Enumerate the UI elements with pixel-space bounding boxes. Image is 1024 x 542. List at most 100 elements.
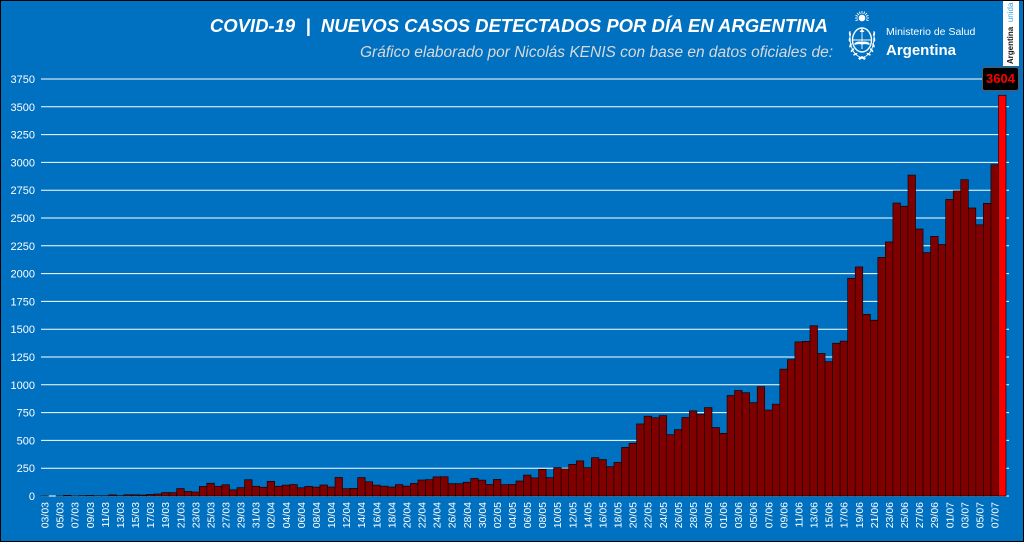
bar bbox=[85, 495, 95, 497]
badge-word-unida: unida bbox=[1006, 2, 1015, 23]
bar bbox=[877, 257, 886, 497]
x-tick-label: 18/04 bbox=[386, 502, 398, 528]
bar bbox=[462, 481, 472, 497]
bar bbox=[794, 341, 803, 497]
bar bbox=[749, 402, 758, 497]
x-tick-label: 20/04 bbox=[401, 502, 413, 528]
bar bbox=[990, 164, 999, 497]
x-tick-label: 07/06 bbox=[763, 502, 775, 528]
bar bbox=[658, 415, 668, 497]
y-tick-label: 3750 bbox=[11, 74, 35, 86]
bar bbox=[832, 342, 841, 497]
x-tick-label: 25/06 bbox=[899, 502, 911, 528]
x-axis-labels: 03/03 05/03 07/03 09/03 11/03 13/03 15/03 17/03… bbox=[40, 502, 1002, 528]
bar bbox=[455, 483, 464, 497]
bar bbox=[319, 484, 328, 497]
bar bbox=[598, 459, 607, 497]
bar bbox=[560, 468, 570, 497]
x-tick-label: 14/04 bbox=[356, 502, 368, 528]
x-tick-label: 28/05 bbox=[688, 502, 700, 528]
x-tick-label: 11/03 bbox=[100, 502, 112, 528]
bar bbox=[591, 457, 600, 497]
bar bbox=[885, 241, 894, 497]
bar bbox=[719, 432, 728, 497]
x-tick-label: 10/05 bbox=[552, 502, 564, 528]
bars bbox=[40, 94, 1007, 497]
bar bbox=[613, 462, 622, 497]
x-tick-label: 03/07 bbox=[959, 502, 971, 528]
bar bbox=[967, 207, 977, 497]
x-tick-label: 09/06 bbox=[778, 502, 790, 528]
bar bbox=[553, 467, 562, 497]
coat-of-arms-icon bbox=[848, 11, 876, 60]
bar bbox=[869, 319, 879, 497]
bar bbox=[575, 460, 585, 497]
bar bbox=[153, 493, 162, 497]
bar bbox=[410, 483, 419, 497]
bar bbox=[666, 434, 675, 497]
bar bbox=[123, 494, 132, 497]
x-tick-label: 07/03 bbox=[70, 502, 82, 528]
bar bbox=[839, 340, 848, 497]
bar bbox=[168, 492, 178, 497]
x-tick-label: 15/03 bbox=[130, 502, 142, 528]
bar bbox=[530, 477, 539, 497]
x-tick-label: 08/04 bbox=[311, 502, 323, 528]
bar bbox=[689, 410, 698, 497]
bar bbox=[485, 484, 494, 497]
y-tick-label: 750 bbox=[17, 408, 35, 420]
bar bbox=[402, 485, 411, 497]
badge-text: Argentina unida bbox=[1006, 3, 1016, 64]
y-tick-label: 2500 bbox=[11, 213, 35, 225]
bar bbox=[643, 415, 652, 497]
bar bbox=[817, 353, 826, 497]
bar bbox=[183, 491, 193, 497]
x-tick-label: 02/05 bbox=[492, 502, 504, 528]
y-tick-label: 2250 bbox=[11, 241, 35, 253]
x-tick-label: 26/05 bbox=[673, 502, 685, 528]
bar bbox=[756, 386, 766, 497]
bar bbox=[364, 481, 374, 497]
x-tick-label: 29/03 bbox=[236, 502, 248, 528]
bar bbox=[199, 486, 208, 497]
bar bbox=[432, 476, 441, 497]
bar bbox=[508, 484, 517, 497]
bar bbox=[470, 478, 479, 497]
gridlines bbox=[41, 78, 1009, 497]
bar bbox=[259, 486, 268, 497]
chart-subtitle: Gráfico elaborado por Nicolás KENIS con … bbox=[359, 44, 833, 61]
y-tick-label: 250 bbox=[17, 463, 35, 475]
x-tick-label: 13/06 bbox=[809, 502, 821, 528]
bar bbox=[952, 190, 962, 497]
x-tick-label: 31/03 bbox=[251, 502, 263, 528]
x-tick-label: 30/05 bbox=[703, 502, 715, 528]
bar bbox=[809, 325, 818, 497]
y-tick-label: 3250 bbox=[11, 130, 35, 142]
bar bbox=[606, 466, 615, 497]
bar bbox=[975, 224, 984, 497]
x-tick-label: 05/03 bbox=[55, 502, 67, 528]
bar bbox=[251, 485, 260, 497]
x-tick-label: 23/06 bbox=[884, 502, 896, 528]
y-tick-label: 2750 bbox=[11, 185, 35, 197]
bar bbox=[681, 417, 690, 497]
bar bbox=[922, 252, 931, 497]
x-tick-label: 22/05 bbox=[643, 502, 655, 528]
x-tick-label: 01/07 bbox=[944, 502, 956, 528]
x-tick-label: 16/05 bbox=[597, 502, 609, 528]
x-tick-label: 04/04 bbox=[281, 502, 293, 528]
bar bbox=[862, 313, 871, 497]
bar bbox=[726, 395, 735, 497]
bar bbox=[425, 479, 434, 497]
bar bbox=[907, 174, 916, 497]
bar bbox=[983, 203, 992, 497]
country-name: Argentina bbox=[886, 42, 957, 59]
y-tick-label: 3500 bbox=[11, 102, 35, 114]
x-tick-label: 22/04 bbox=[417, 502, 429, 528]
bar bbox=[440, 476, 449, 497]
x-tick-label: 03/03 bbox=[40, 502, 52, 528]
bar bbox=[493, 479, 502, 497]
ministry-logo: Ministerio de Salud Argentina bbox=[843, 9, 983, 67]
